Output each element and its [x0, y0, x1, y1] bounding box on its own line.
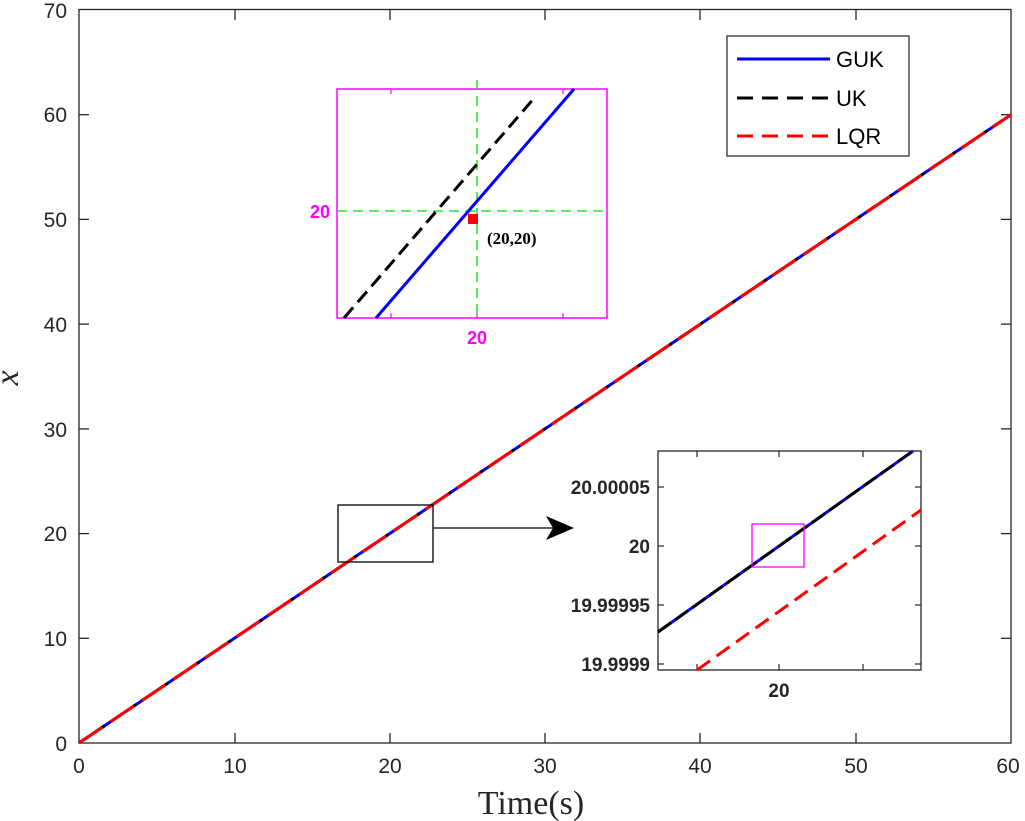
y-tick-label: 20 — [44, 523, 67, 546]
y-tick-label: 60 — [44, 104, 67, 127]
inset-detail-guk-line — [374, 88, 576, 319]
y-tick-label: 50 — [44, 209, 67, 232]
inset-detail-frame — [336, 88, 608, 319]
inset-detail-xtick-label: 20 — [467, 328, 487, 348]
zoom-arrow-icon — [433, 516, 574, 540]
main-series — [78, 113, 1012, 745]
y-tick-labels: 0 10 20 30 40 50 60 70 — [44, 0, 67, 756]
x-tick-label: 50 — [844, 755, 867, 778]
legend-uk-label: UK — [836, 86, 867, 111]
inset-zoom-ytick-label: 20.00005 — [571, 478, 651, 499]
legend: GUK UK LQR — [726, 35, 910, 157]
inset-zoom-uk-line — [657, 449, 914, 634]
y-axis-ticks — [79, 114, 1011, 639]
inset-zoom-xtick-label: 20 — [768, 681, 789, 702]
target-point-label: (20,20) — [487, 229, 537, 248]
inset-zoom-frame — [657, 450, 922, 671]
y-axis-title: x — [0, 370, 26, 386]
inset-zoom-detail-box — [751, 523, 805, 568]
inset-zoom-ytick-label: 20 — [629, 537, 650, 558]
inset-zoom-ytick-label: 19.99995 — [571, 596, 651, 617]
inset-zoom-ytick-label: 19.9999 — [581, 655, 650, 676]
target-point-marker — [468, 214, 478, 224]
y-tick-label: 0 — [55, 733, 67, 756]
y-tick-label: 70 — [44, 0, 67, 23]
y-tick-label: 10 — [44, 628, 67, 651]
y-tick-label: 30 — [44, 419, 67, 442]
inset-zoom-lqr-line — [696, 508, 922, 672]
x-tick-label: 20 — [378, 755, 401, 778]
x-tick-label: 0 — [73, 755, 85, 778]
inset-detail-plot: (20,20) 20 20 — [310, 80, 608, 348]
x-tick-label: 10 — [223, 755, 246, 778]
series-lqr-line — [78, 113, 1012, 745]
inset-detail-ytick-label: 20 — [310, 202, 330, 222]
legend-lqr-label: LQR — [836, 124, 881, 149]
x-tick-label: 40 — [688, 755, 711, 778]
x-tick-label: 60 — [996, 755, 1019, 778]
x-axis-title: Time(s) — [478, 785, 584, 821]
zoom-region-box — [337, 504, 434, 563]
legend-guk-label: GUK — [836, 47, 884, 72]
x-axis-ticks — [234, 10, 857, 743]
x-tick-labels: 0 10 20 30 40 50 60 — [73, 755, 1020, 778]
inset-detail-uk-line — [342, 95, 538, 319]
y-tick-label: 40 — [44, 314, 67, 337]
x-tick-label: 30 — [533, 755, 556, 778]
inset-zoom-plot: 20.00005 20 19.99995 19.9999 20 — [571, 449, 922, 702]
